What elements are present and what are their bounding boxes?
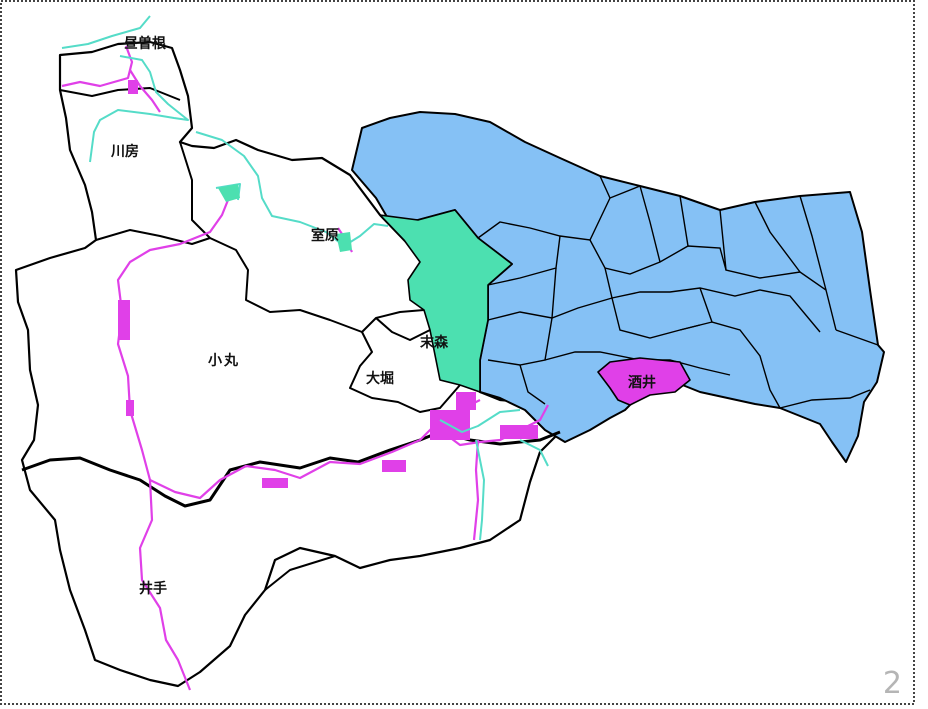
label-kawabo: 川房: [111, 144, 139, 160]
label-hirusone: 昼曽根: [124, 36, 166, 52]
label-sakai: 酒井: [628, 375, 656, 391]
sakai-area: [597, 357, 691, 406]
district-boundaries: [21, 87, 561, 591]
road-patches: [118, 80, 538, 488]
rivers: [61, 15, 549, 541]
label-murohara: 室原: [311, 228, 339, 244]
river-patches: [218, 184, 352, 252]
label-ohori: 大堀: [366, 371, 394, 387]
label-ide: 井手: [139, 581, 167, 597]
label-suemori: 末森: [420, 335, 448, 351]
east-district-lines: [477, 175, 879, 409]
west-south-area: [14, 40, 562, 688]
label-komaru: 小丸: [208, 353, 240, 369]
page-number: 2: [882, 666, 902, 701]
